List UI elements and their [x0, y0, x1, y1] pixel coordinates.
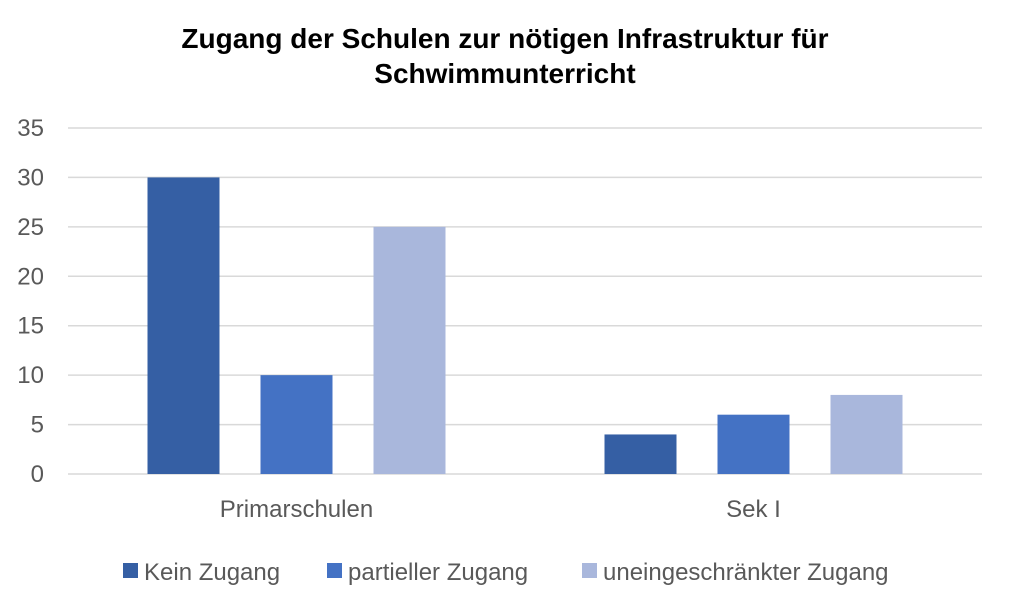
y-tick-label: 10	[17, 362, 44, 389]
y-tick-label: 35	[17, 115, 44, 142]
x-category-label: Primarschulen	[220, 496, 373, 523]
legend-label: partieller Zugang	[348, 559, 528, 586]
chart-title-line-2: Schwimmunterricht	[374, 58, 635, 89]
bar-partieller-zugang-primarschulen	[260, 375, 333, 474]
bar-uneingeschr-nkter-zugang-sek-i	[830, 394, 903, 474]
bar-kein-zugang-primarschulen	[147, 177, 220, 474]
legend-label: uneingeschränkter Zugang	[603, 559, 889, 586]
bar-kein-zugang-sek-i	[604, 434, 677, 474]
chart-title: Zugang der Schulen zur nötigen Infrastru…	[181, 23, 828, 89]
y-tick-label: 15	[17, 313, 44, 340]
legend-label: Kein Zugang	[144, 559, 280, 586]
x-axis-categories: Primarschulen Sek I	[220, 496, 781, 523]
y-tick-label: 25	[17, 214, 44, 241]
y-axis-ticks: 0 5 10 15 20 25 30 35	[17, 115, 44, 488]
legend-swatch	[123, 563, 138, 578]
bars	[147, 177, 903, 474]
gridlines	[68, 127, 982, 475]
legend: Kein Zugang partieller Zugang uneingeschrä…	[123, 559, 889, 586]
y-tick-label: 30	[17, 164, 44, 191]
y-tick-label: 20	[17, 263, 44, 290]
bar-uneingeschr-nkter-zugang-primarschulen	[373, 226, 446, 474]
legend-swatch	[582, 563, 597, 578]
legend-swatch	[327, 563, 342, 578]
y-tick-label: 5	[31, 412, 44, 439]
chart-title-line-1: Zugang der Schulen zur nötigen Infrastru…	[181, 23, 828, 54]
x-category-label: Sek I	[726, 496, 781, 523]
bar-partieller-zugang-sek-i	[717, 414, 790, 474]
y-tick-label: 0	[31, 461, 44, 488]
